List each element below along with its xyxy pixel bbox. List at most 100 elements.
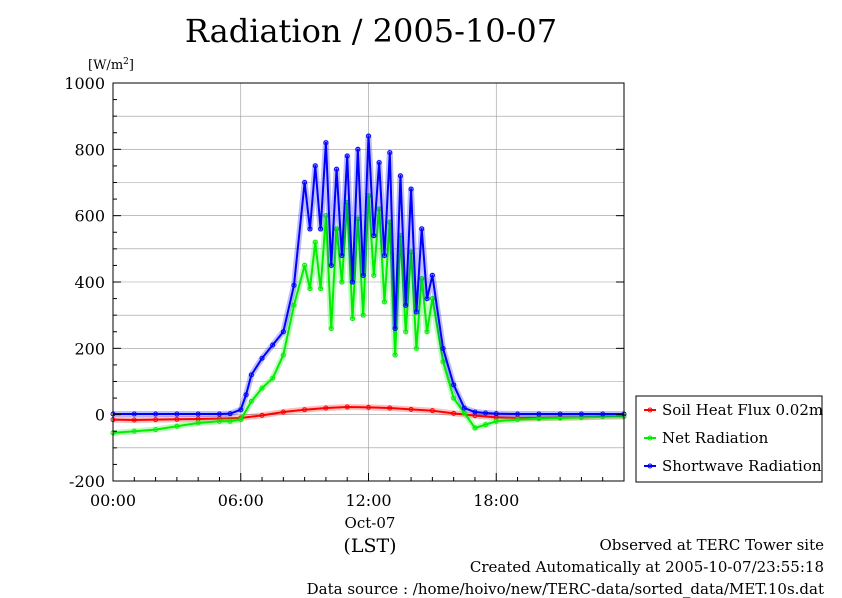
- data-point: [344, 153, 350, 159]
- data-point: [381, 252, 387, 258]
- data-point: [557, 411, 563, 417]
- data-point: [392, 325, 398, 331]
- data-point: [328, 325, 334, 331]
- data-point: [302, 262, 308, 268]
- data-point: [461, 410, 467, 416]
- data-point: [131, 417, 137, 423]
- data-point: [403, 302, 409, 308]
- legend-marker: [647, 463, 653, 469]
- data-point: [429, 272, 435, 278]
- data-point: [515, 411, 521, 417]
- data-point: [280, 409, 286, 415]
- data-point: [371, 233, 377, 239]
- y-tick-label: 600: [74, 207, 105, 226]
- data-point: [248, 398, 254, 404]
- y-tick-label: 1000: [64, 74, 105, 93]
- x-axis-date-label: Oct-07: [345, 514, 396, 532]
- data-point: [493, 411, 499, 417]
- data-point: [483, 410, 489, 416]
- data-point: [334, 226, 340, 232]
- data-point: [238, 407, 244, 413]
- data-point: [360, 272, 366, 278]
- data-point: [227, 418, 233, 424]
- data-point: [366, 133, 371, 139]
- data-point: [536, 416, 542, 422]
- data-point: [350, 315, 356, 321]
- data-point: [408, 186, 414, 192]
- axes: -200 0 200 400 600 800 1000 00:00 06:00 12:00 18:0…: [64, 74, 624, 510]
- data-point: [424, 296, 430, 302]
- x-tick-label: 12:00: [345, 491, 391, 510]
- data-point: [270, 375, 276, 381]
- data-point: [318, 286, 324, 292]
- data-point: [472, 425, 478, 431]
- data-point: [195, 420, 201, 426]
- footer-source: Data source : /home/hoivo/new/TERC-data/…: [306, 580, 824, 598]
- data-point: [259, 385, 265, 391]
- data-point: [238, 417, 244, 423]
- series-line: [112, 194, 625, 434]
- data-point: [323, 405, 329, 411]
- data-point: [360, 312, 366, 318]
- data-point: [413, 345, 419, 351]
- data-point: [461, 405, 467, 411]
- data-point: [387, 405, 393, 411]
- footer-created: Created Automatically at 2005-10-07/23:5…: [469, 558, 824, 576]
- data-point: [440, 345, 446, 351]
- y-tick-label: 400: [74, 273, 105, 292]
- series-line: [113, 135, 624, 416]
- legend-label: Shortwave Radiation: [662, 457, 822, 475]
- data-point: [440, 359, 446, 365]
- data-point: [578, 414, 584, 420]
- y-tick-label: 200: [74, 339, 105, 358]
- footer-site: Observed at TERC Tower site: [599, 536, 824, 554]
- data-point: [323, 213, 329, 219]
- data-point: [429, 408, 435, 414]
- data-point: [419, 276, 425, 282]
- data-point: [397, 173, 403, 179]
- data-point: [259, 355, 265, 361]
- data-point: [387, 150, 393, 156]
- data-point: [451, 382, 457, 388]
- data-point: [216, 411, 222, 417]
- data-point: [493, 418, 499, 424]
- data-point: [323, 140, 329, 146]
- data-point: [328, 262, 334, 268]
- data-point: [243, 392, 249, 398]
- data-point: [392, 352, 398, 358]
- data-point: [371, 272, 377, 278]
- data-point: [376, 160, 382, 166]
- data-point: [515, 417, 521, 423]
- data-point: [307, 226, 313, 232]
- data-point: [403, 329, 409, 335]
- data-point: [153, 417, 159, 423]
- legend-label: Net Radiation: [662, 429, 769, 447]
- data-point: [291, 282, 297, 288]
- data-point: [270, 342, 276, 348]
- chart-title: Radiation / 2005-10-07: [184, 12, 558, 50]
- data-point: [600, 411, 606, 417]
- data-point: [366, 404, 371, 410]
- legend-label: Soil Heat Flux 0.02m: [662, 401, 823, 419]
- data-point: [307, 286, 313, 292]
- data-point: [248, 372, 254, 378]
- data-point: [451, 395, 457, 401]
- data-point: [227, 411, 233, 417]
- data-point: [312, 239, 318, 245]
- data-point: [424, 329, 430, 335]
- data-point: [312, 163, 318, 169]
- x-tick-label: 18:00: [473, 491, 519, 510]
- data-point: [483, 422, 489, 428]
- data-point: [291, 302, 297, 308]
- legend: Soil Heat Flux 0.02m Net Radiation Shortwa…: [635, 395, 823, 483]
- data-point: [536, 411, 542, 417]
- x-axis-label: (LST): [343, 535, 396, 557]
- data-point: [429, 296, 435, 302]
- data-point: [280, 329, 286, 335]
- legend-marker: [647, 407, 653, 413]
- y-tick-label: -200: [69, 472, 105, 491]
- data-point: [153, 411, 159, 417]
- data-point: [413, 309, 419, 315]
- data-point: [350, 279, 356, 285]
